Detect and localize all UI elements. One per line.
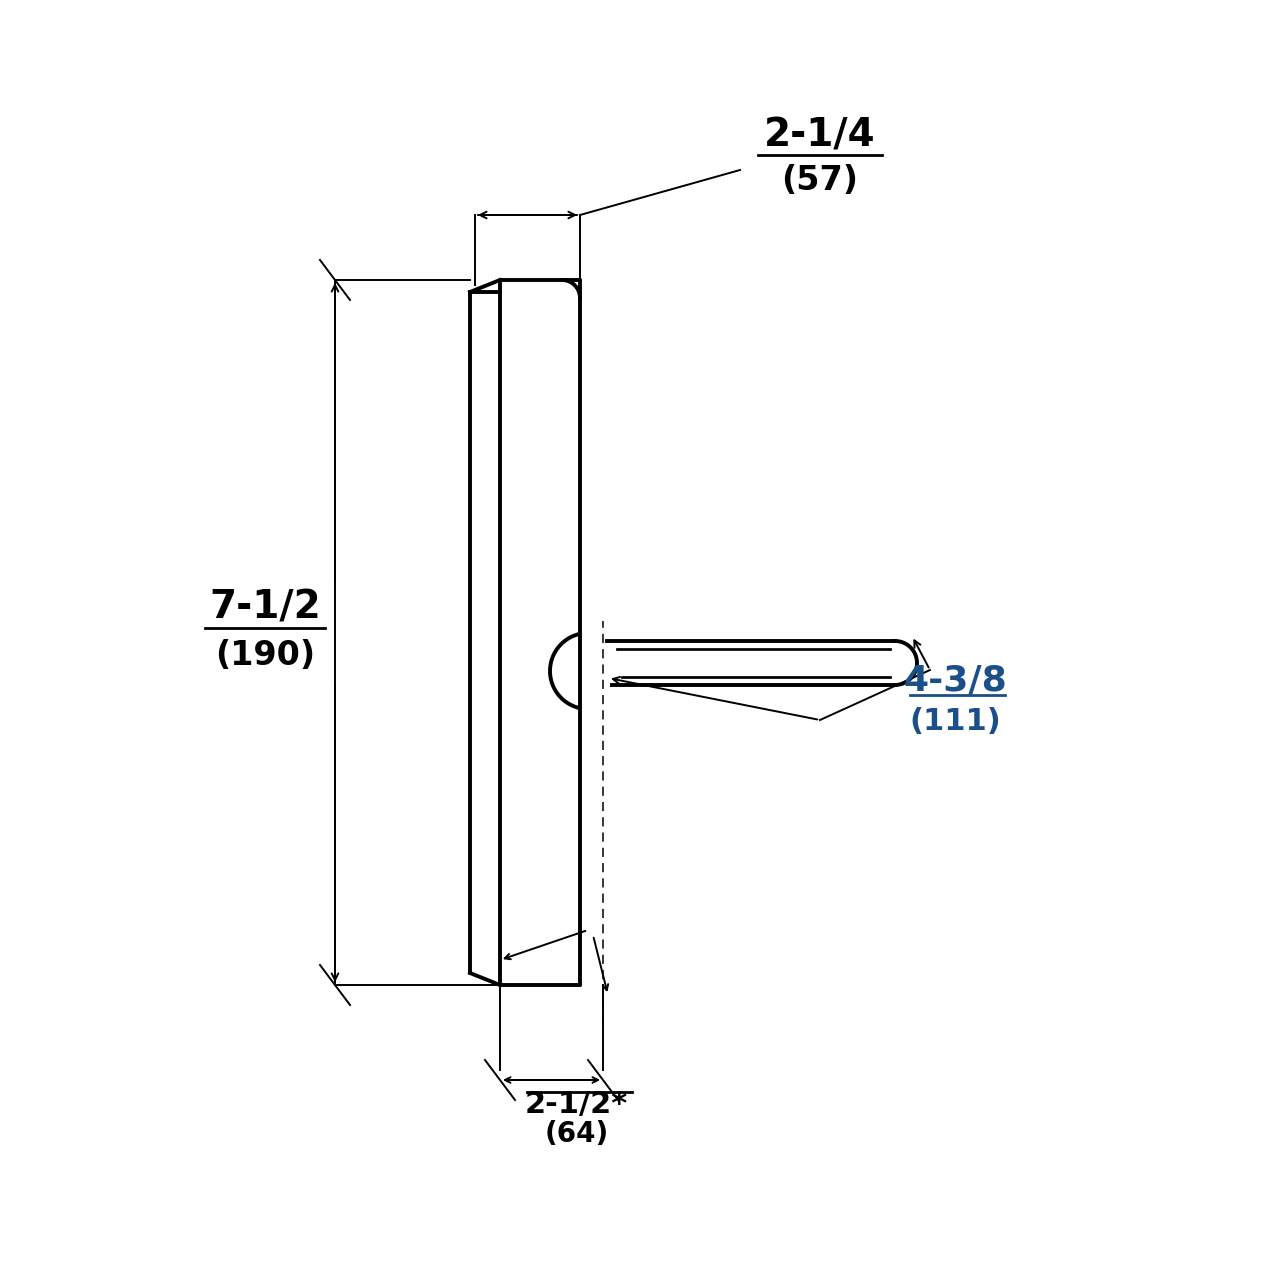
Text: (64): (64) bbox=[544, 1120, 608, 1148]
Text: 7-1/2: 7-1/2 bbox=[209, 589, 321, 626]
Text: (111): (111) bbox=[909, 708, 1001, 736]
Text: 4-3/8: 4-3/8 bbox=[904, 663, 1007, 698]
Text: (57): (57) bbox=[782, 164, 859, 197]
Text: (190): (190) bbox=[215, 639, 315, 672]
Text: 2-1/2*: 2-1/2* bbox=[525, 1091, 628, 1119]
Text: 2-1/4: 2-1/4 bbox=[764, 116, 876, 154]
